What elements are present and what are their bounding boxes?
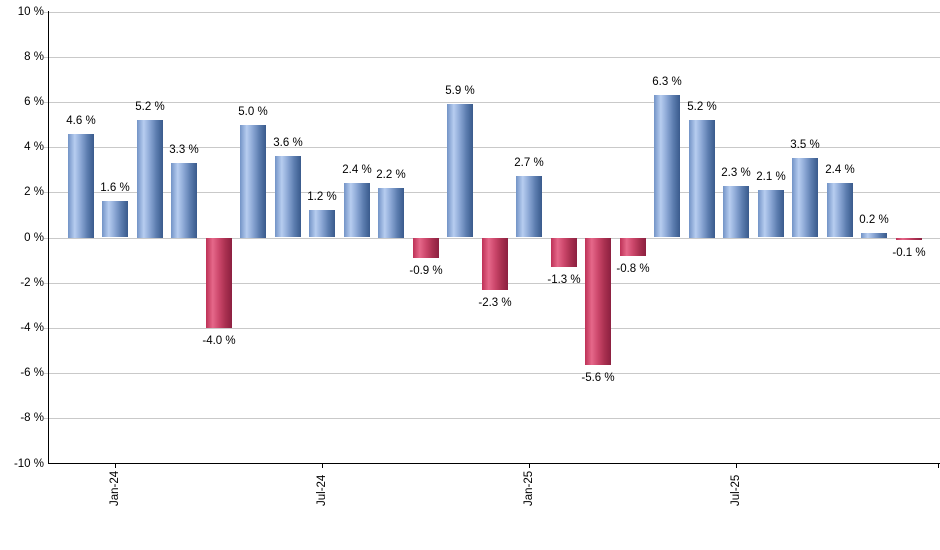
bar-positive <box>723 186 749 238</box>
y-axis-tick-label: -6 % <box>20 367 44 379</box>
bar-positive <box>861 233 887 238</box>
y-axis-tick-label: 2 % <box>24 186 44 198</box>
bar-value-label: 1.2 % <box>307 191 337 203</box>
x-axis-tick <box>736 464 737 468</box>
gridline <box>44 12 940 13</box>
gridline <box>44 328 940 329</box>
bar-value-label: -4.0 % <box>202 335 236 347</box>
y-axis-tick-label: 8 % <box>24 51 44 63</box>
gridline <box>44 57 940 58</box>
bar-positive <box>68 134 94 238</box>
y-axis-tick-label: 10 % <box>17 6 44 18</box>
bar-value-label: -5.6 % <box>581 372 615 384</box>
bar-value-label: -1.3 % <box>547 274 581 286</box>
y-axis-tick-label: -10 % <box>13 458 44 470</box>
bar-negative <box>620 238 646 256</box>
y-axis-tick-label: 4 % <box>24 141 44 153</box>
bar-negative <box>482 238 508 290</box>
gridline <box>44 102 940 103</box>
x-axis-line <box>48 463 940 464</box>
gridline <box>44 147 940 148</box>
bar-positive <box>516 176 542 237</box>
x-axis-tick-label: Jul-24 <box>316 474 328 506</box>
y-axis-tick-label: 0 % <box>24 232 44 244</box>
bar-negative <box>206 238 232 328</box>
gridline <box>44 418 940 419</box>
bar-positive <box>309 210 335 237</box>
bar-value-label: 5.2 % <box>687 101 717 113</box>
y-axis-tick-label: -2 % <box>20 277 44 289</box>
bar-value-label: 1.6 % <box>100 182 130 194</box>
bar-value-label: 3.6 % <box>273 137 303 149</box>
bar-value-label: 5.2 % <box>135 101 165 113</box>
x-axis-tick <box>115 464 116 468</box>
bar-value-label: -0.8 % <box>616 263 650 275</box>
bar-positive <box>171 163 197 238</box>
bar-value-label: -0.1 % <box>892 247 926 259</box>
bar-negative <box>896 238 922 240</box>
gridline <box>44 373 940 374</box>
x-axis-tick-label: Jul-25 <box>730 474 742 506</box>
gridline <box>44 192 940 193</box>
x-axis-tick-label: Jan-25 <box>523 470 535 506</box>
bar-value-label: 2.4 % <box>342 164 372 176</box>
bar-positive <box>240 125 266 238</box>
bar-positive <box>654 95 680 237</box>
bar-negative <box>413 238 439 258</box>
bar-value-label: 2.7 % <box>514 157 544 169</box>
y-axis-tick-label: 6 % <box>24 96 44 108</box>
x-axis-tick-label: Jan-24 <box>109 470 121 506</box>
bar-positive <box>102 201 128 237</box>
bar-value-label: 3.3 % <box>169 144 199 156</box>
bar-negative <box>551 238 577 267</box>
y-axis-line <box>48 11 49 464</box>
bar-value-label: 5.0 % <box>238 106 268 118</box>
bar-value-label: 0.2 % <box>859 214 889 226</box>
y-axis-tick-label: -4 % <box>20 322 44 334</box>
bar-value-label: 2.3 % <box>721 167 751 179</box>
bar-positive <box>689 120 715 238</box>
bar-positive <box>378 188 404 238</box>
x-axis-tick <box>529 464 530 468</box>
x-axis-tick <box>322 464 323 468</box>
bar-positive <box>447 104 473 237</box>
bar-value-label: 6.3 % <box>652 76 682 88</box>
bar-value-label: 5.9 % <box>445 85 475 97</box>
bar-value-label: 2.1 % <box>756 171 786 183</box>
y-axis-tick-label: -8 % <box>20 412 44 424</box>
bar-value-label: -2.3 % <box>478 297 512 309</box>
bar-value-label: 3.5 % <box>790 139 820 151</box>
bar-positive <box>758 190 784 237</box>
bar-positive <box>344 183 370 237</box>
bar-positive <box>827 183 853 237</box>
bar-value-label: 4.6 % <box>66 115 96 127</box>
bar-positive <box>275 156 301 237</box>
bar-positive <box>137 120 163 238</box>
bar-value-label: 2.4 % <box>825 164 855 176</box>
bar-positive <box>792 158 818 237</box>
x-axis-edge-tick <box>938 464 939 468</box>
bar-value-label: -0.9 % <box>409 265 443 277</box>
bar-value-label: 2.2 % <box>376 169 406 181</box>
bar-negative <box>585 238 611 365</box>
